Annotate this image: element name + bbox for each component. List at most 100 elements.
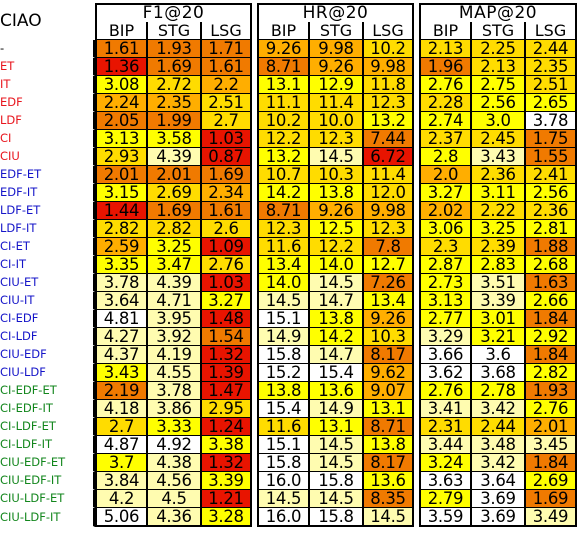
table-cell: 2.74 — [419, 112, 471, 130]
table-cell: 2.6 — [201, 220, 252, 238]
row-label: CIU-LDF — [0, 364, 95, 382]
table-cell: 3.39 — [471, 292, 525, 310]
table-row: CI-LDF 4.27 3.92 1.54 14.9 14.2 10.3 3.29 3.21 2.… — [0, 328, 577, 346]
table-cell: 3.27 — [201, 292, 252, 310]
table-cell: 1.44 — [95, 202, 147, 220]
table-cell: 1.61 — [201, 58, 252, 76]
table-cell: 3.0 — [471, 112, 525, 130]
table-cell: 15.8 — [257, 346, 309, 364]
table-cell: 4.92 — [147, 436, 201, 454]
row-label: CIU-ET — [0, 274, 95, 292]
table-cell: 3.27 — [419, 184, 471, 202]
group-header-map: MAP@20 — [419, 3, 577, 22]
table-cell: 1.03 — [201, 130, 252, 148]
table-cell: 14.5 — [309, 274, 363, 292]
table-cell: 2.72 — [147, 76, 201, 94]
table-cell: 2.78 — [471, 382, 525, 400]
table-cell: 2.2 — [201, 76, 252, 94]
table-cell: 3.7 — [95, 454, 147, 472]
row-label: CI-LDF — [0, 328, 95, 346]
table-cell: 2.75 — [471, 76, 525, 94]
table-row: LDF-ET 1.44 1.69 1.61 8.71 9.26 9.98 2.02 2.22 2.… — [0, 202, 577, 220]
table-cell: 11.6 — [257, 238, 309, 256]
table-cell: 15.4 — [257, 400, 309, 418]
table-cell: 13.2 — [363, 112, 414, 130]
table-cell: 1.24 — [201, 418, 252, 436]
table-cell: 2.01 — [95, 166, 147, 184]
table-cell: 4.2 — [95, 490, 147, 508]
table-cell: 8.71 — [257, 202, 309, 220]
table-cell: 14.9 — [257, 328, 309, 346]
table-cell: 2.65 — [525, 94, 577, 112]
row-label: CI-LDF-ET — [0, 418, 95, 436]
table-cell: 2.45 — [471, 130, 525, 148]
table-cell: 2.69 — [147, 184, 201, 202]
table-cell: 7.44 — [363, 130, 414, 148]
table-cell: 3.69 — [471, 490, 525, 508]
table-cell: 2.01 — [147, 166, 201, 184]
table-cell: 3.84 — [95, 472, 147, 490]
table-cell: 2.95 — [201, 400, 252, 418]
table-cell: 3.42 — [471, 454, 525, 472]
table-cell: 12.3 — [363, 220, 414, 238]
table-cell: 1.69 — [147, 202, 201, 220]
table-cell: 9.07 — [363, 382, 414, 400]
table-cell: 2.73 — [419, 274, 471, 292]
table-cell: 4.39 — [147, 274, 201, 292]
table-cell: 1.47 — [201, 382, 252, 400]
table-row: CIU-ET 3.78 4.39 1.03 14.0 14.5 7.26 2.73 3.51 1.… — [0, 274, 577, 292]
table-cell: 3.48 — [471, 436, 525, 454]
table-cell: 2.41 — [525, 166, 577, 184]
table-cell: 8.71 — [363, 418, 414, 436]
row-label: LDF-ET — [0, 202, 95, 220]
row-label: CI-EDF-ET — [0, 382, 95, 400]
table-cell: 13.6 — [363, 472, 414, 490]
table-row: CIU-EDF-IT 3.84 4.56 3.39 16.0 15.8 13.6 3.63 3.… — [0, 472, 577, 490]
table-cell: 15.1 — [257, 310, 309, 328]
table-cell: 12.3 — [363, 94, 414, 112]
table-cell: 14.0 — [257, 274, 309, 292]
table-row: -1.61 1.93 1.71 9.26 9.98 10.2 2.13 2.25 2.44 — [0, 40, 577, 58]
group-header-hr: HR@20 — [257, 3, 414, 22]
table-cell: 3.66 — [419, 346, 471, 364]
table-row: EDF 2.24 2.35 2.51 11.1 11.4 12.3 2.28 2.56 2.65 — [0, 94, 577, 112]
row-label: CIU-LDF-IT — [0, 508, 95, 527]
table-cell: 3.49 — [525, 508, 577, 527]
table-cell: 9.98 — [309, 40, 363, 58]
table-cell: 4.37 — [95, 346, 147, 364]
subheader-lsg: LSG — [363, 22, 414, 40]
table-cell: 3.38 — [201, 436, 252, 454]
table-row: CI-LDF-ET 2.7 3.33 1.24 11.6 13.1 8.71 2.31 2.44… — [0, 418, 577, 436]
subheader-lsg: LSG — [525, 22, 577, 40]
table-cell: 1.03 — [201, 274, 252, 292]
table-cell: 1.96 — [419, 58, 471, 76]
table-cell: 3.43 — [471, 148, 525, 166]
row-label: CI-ET — [0, 238, 95, 256]
table-cell: 1.39 — [201, 364, 252, 382]
table-cell: 2.34 — [201, 184, 252, 202]
table-cell: 13.4 — [257, 256, 309, 274]
table-cell: 2.05 — [95, 112, 147, 130]
table-cell: 9.98 — [363, 58, 414, 76]
table-cell: 14.5 — [257, 490, 309, 508]
results-table: CIAO F1@20 HR@20 MAP@20 BIP STG LSG BIP … — [0, 3, 577, 527]
table-cell: 2.31 — [419, 418, 471, 436]
table-cell: 3.25 — [471, 220, 525, 238]
table-cell: 3.63 — [419, 472, 471, 490]
table-cell: 2.87 — [419, 256, 471, 274]
row-label: - — [0, 40, 95, 58]
table-cell: 2.76 — [419, 382, 471, 400]
table-cell: 14.9 — [309, 400, 363, 418]
table-row: CI-EDF-IT 4.18 3.86 2.95 15.4 14.9 13.1 3.41 3.4… — [0, 400, 577, 418]
table-cell: 4.56 — [147, 472, 201, 490]
table-cell: 12.7 — [363, 256, 414, 274]
row-label: CI — [0, 130, 95, 148]
table-cell: 2.44 — [525, 40, 577, 58]
table-cell: 11.6 — [257, 418, 309, 436]
table-cell: 1.21 — [201, 490, 252, 508]
table-cell: 3.08 — [95, 76, 147, 94]
table-row: EDF-ET 2.01 2.01 1.69 10.7 10.3 11.4 2.0 2.36 2.4… — [0, 166, 577, 184]
table-cell: 2.82 — [95, 220, 147, 238]
row-label: IT — [0, 76, 95, 94]
table-cell: 15.4 — [309, 364, 363, 382]
